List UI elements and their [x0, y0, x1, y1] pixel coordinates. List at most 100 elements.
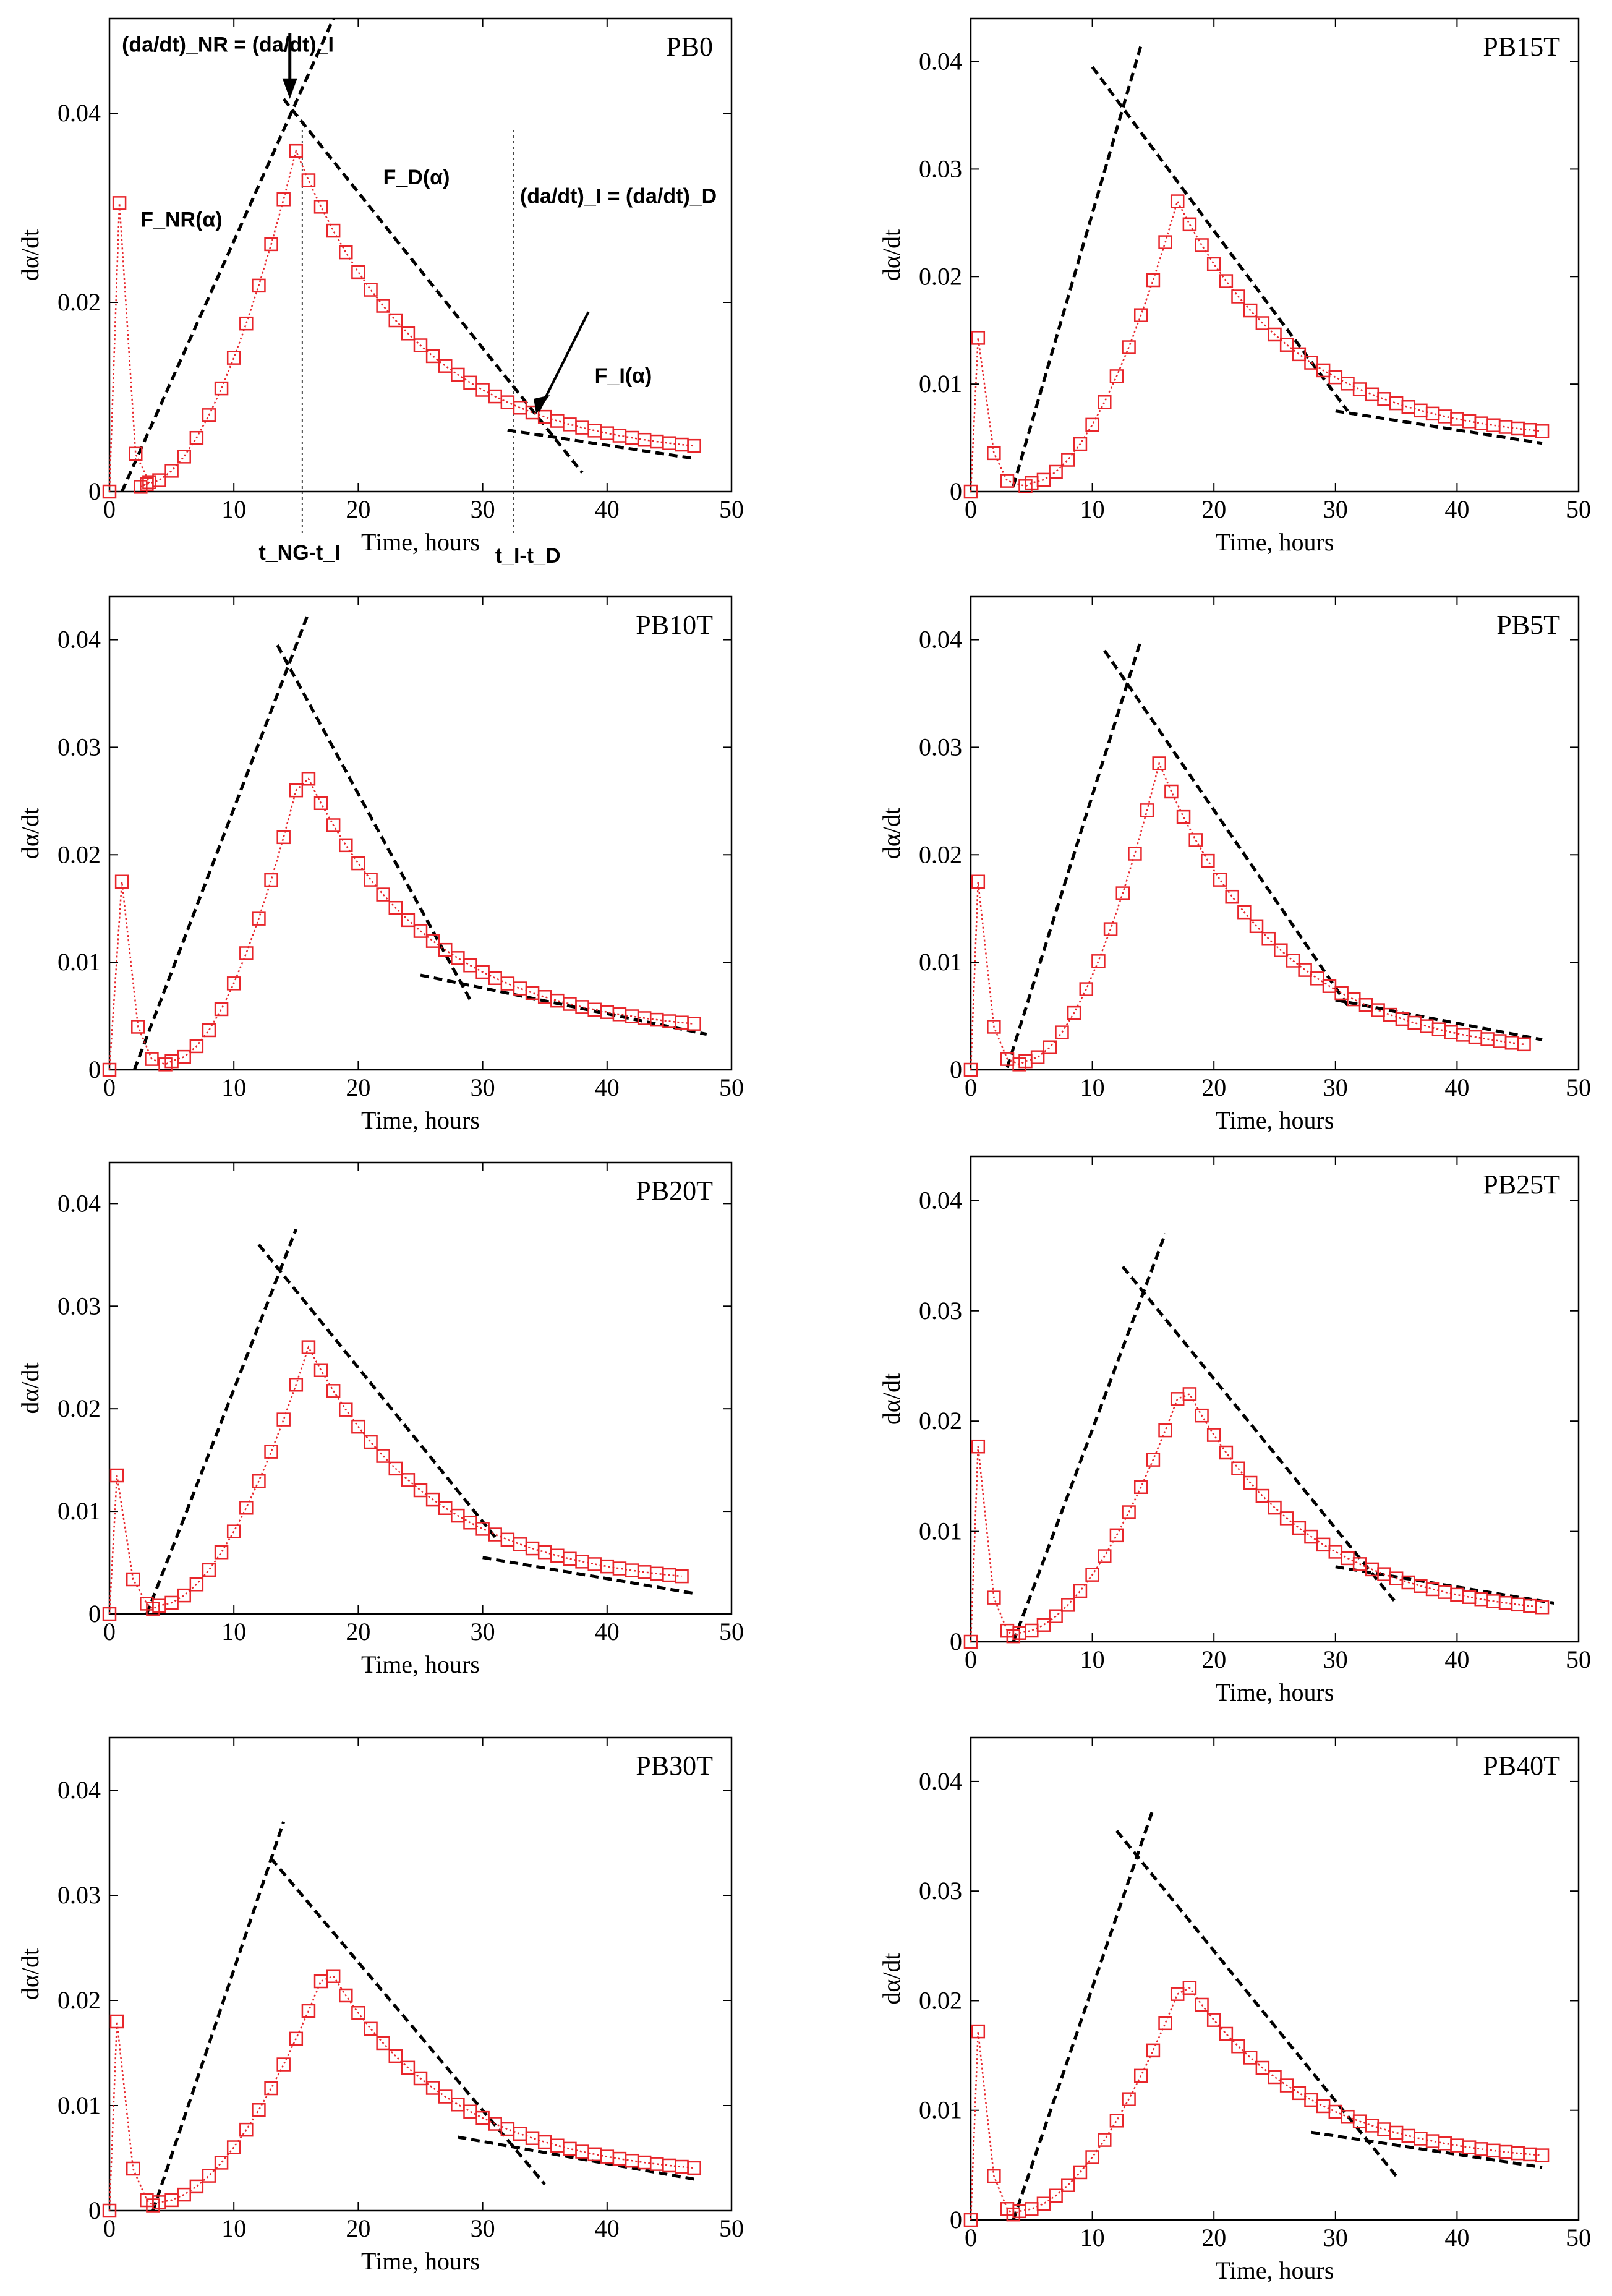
data-point: [351, 856, 365, 871]
data-point: [488, 971, 502, 985]
data-point: [289, 143, 304, 158]
data-point: [1158, 2016, 1172, 2031]
data-point: [971, 1439, 986, 1454]
interaction-fit-line: [1311, 2130, 1543, 2169]
data-point: [1158, 235, 1172, 249]
y-tick-label: 0: [88, 2196, 101, 2224]
data-point: [1498, 420, 1513, 434]
data-point: [413, 338, 428, 352]
x-tick-label: 50: [719, 495, 744, 523]
data-point: [1079, 982, 1094, 996]
data-point: [971, 331, 986, 345]
data-point: [1109, 2114, 1124, 2128]
data-point: [1146, 273, 1161, 288]
x-tick-label: 0: [965, 2224, 977, 2251]
data-point: [963, 1634, 978, 1649]
data-point: [376, 887, 390, 902]
data-point: [388, 1461, 403, 1476]
data-point: [1249, 919, 1264, 934]
y-tick-label: 0.04: [919, 48, 962, 75]
data-point: [1352, 382, 1367, 396]
nucleation-fit-line: [151, 1821, 286, 2211]
plot-frame: [108, 1161, 733, 1615]
chart-panel: 0 10 20 30 40 50 0 0.01 0.02 0.03 0.04 Time, hours d…: [877, 595, 1591, 1134]
data-point: [1231, 289, 1245, 304]
data-point: [376, 2036, 390, 2051]
data-point: [1170, 1392, 1185, 1406]
data-point: [1061, 453, 1075, 467]
annotation-t-ng-ti: t_NG-t_I: [258, 541, 340, 565]
chart-panel: 0 10 20 30 40 50 0 0.01 0.02 0.03 0.04 Time, hours d…: [877, 1736, 1591, 2284]
data-point: [1286, 954, 1300, 968]
data-point: [1067, 1005, 1081, 1020]
data-point: [301, 2004, 316, 2018]
y-tick-label: 0: [950, 1628, 962, 1655]
y-tick-label: 0.04: [919, 626, 962, 654]
x-tick-label: 40: [595, 1073, 620, 1101]
measured-curve: [970, 761, 1524, 1070]
data-point: [1176, 809, 1191, 824]
x-tick-label: 10: [1080, 1073, 1105, 1101]
data-point: [525, 2131, 540, 2145]
interaction-fit-line: [482, 1556, 695, 1595]
y-tick-label: 0.03: [58, 733, 101, 761]
data-point: [1255, 316, 1270, 330]
data-point: [1146, 1453, 1161, 1467]
data-point: [1517, 1037, 1531, 1052]
x-axis-label: Time, hours: [361, 2247, 480, 2275]
data-point: [563, 417, 577, 432]
data-point: [575, 420, 589, 435]
data-point: [413, 924, 428, 938]
data-point: [1279, 1511, 1294, 1526]
annotation-rate-equality-d: (da/dt)_I = (da/dt)_D: [520, 184, 717, 208]
data-point: [675, 437, 689, 452]
data-point: [364, 283, 378, 297]
x-tick-label: 40: [595, 2214, 620, 2242]
y-axis-label: dα/dt: [16, 1362, 44, 1414]
data-point: [109, 1468, 124, 1483]
data-point: [1085, 1568, 1099, 1582]
data-point: [575, 2144, 589, 2159]
y-axis-label: dα/dt: [877, 1953, 905, 2004]
data-point: [600, 1559, 615, 1574]
data-point: [550, 2138, 565, 2153]
data-point: [276, 2057, 291, 2072]
data-point: [1091, 954, 1106, 968]
data-point: [289, 2031, 304, 2046]
data-point: [1237, 905, 1252, 920]
diffusion-fit-line: [282, 98, 584, 474]
y-axis-label: dα/dt: [16, 808, 44, 859]
data-point: [1140, 803, 1154, 817]
data-point: [662, 436, 676, 450]
data-point: [239, 2122, 254, 2137]
y-tick-label: 0: [88, 1056, 101, 1083]
data-point: [289, 783, 304, 798]
plot-frame: [108, 17, 733, 493]
x-tick-label: 0: [965, 1073, 977, 1101]
x-axis-label: Time, hours: [1216, 1106, 1334, 1134]
data-point: [1098, 2133, 1112, 2147]
data-point: [1341, 377, 1355, 391]
data-point: [202, 2169, 216, 2183]
data-point: [177, 1588, 191, 1603]
data-point: [189, 1039, 204, 1054]
data-point: [1486, 2143, 1501, 2158]
data-point: [1055, 1025, 1069, 1039]
x-tick-label: 0: [103, 495, 116, 523]
x-tick-label: 20: [1201, 1073, 1226, 1101]
x-tick-label: 20: [1201, 2224, 1226, 2251]
data-point: [1188, 833, 1203, 847]
data-point: [339, 838, 353, 853]
y-tick-label: 0.03: [919, 1297, 962, 1325]
data-point: [1462, 1590, 1477, 1604]
data-point: [1316, 1537, 1331, 1552]
data-point: [1511, 421, 1525, 436]
y-tick-label: 0.02: [58, 288, 101, 316]
y-tick-label: 0: [950, 477, 962, 505]
y-tick-label: 0.01: [919, 370, 962, 398]
data-point: [1261, 931, 1276, 946]
data-point: [1310, 971, 1324, 986]
data-point: [131, 1020, 145, 1034]
data-point: [226, 351, 241, 365]
y-tick-label: 0.02: [919, 262, 962, 290]
